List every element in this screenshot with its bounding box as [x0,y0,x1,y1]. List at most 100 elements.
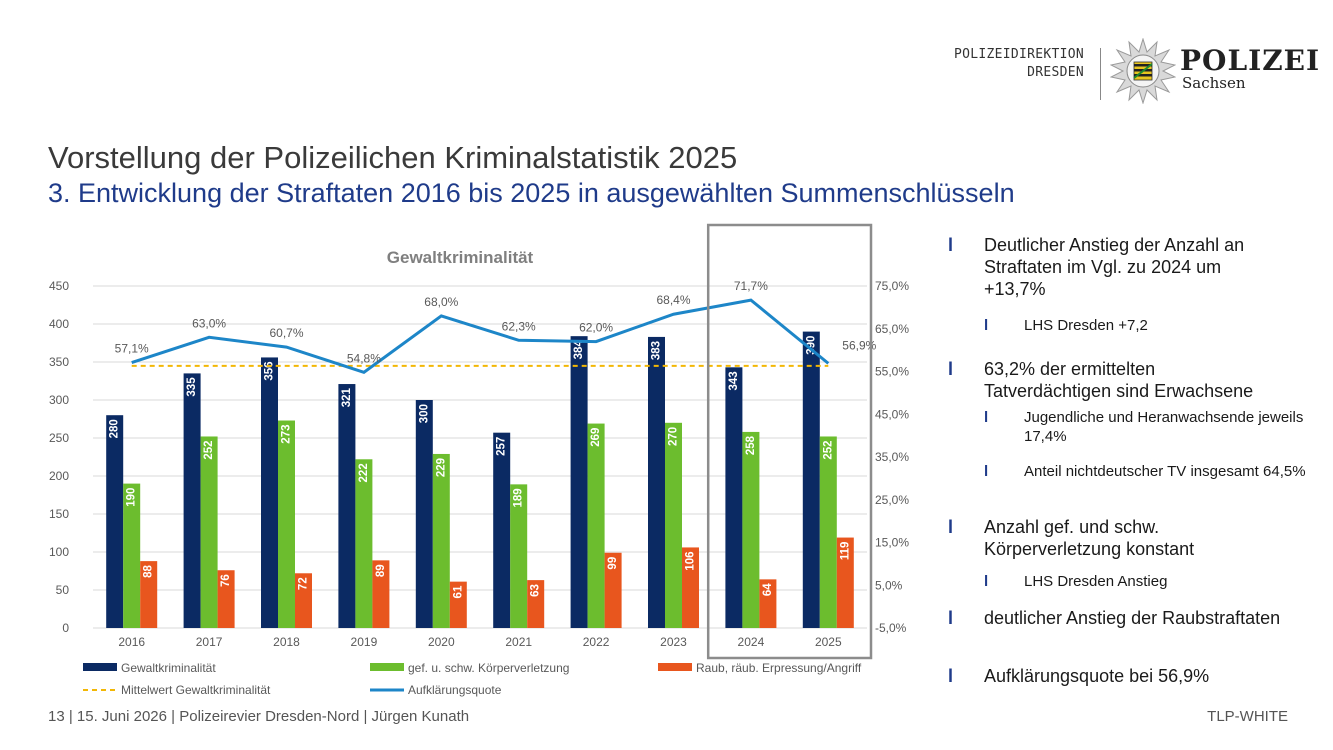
rate-data-label: 62,0% [579,321,613,335]
x-tick-label: 2025 [815,635,842,649]
bar [106,415,124,628]
x-tick-label: 2018 [273,635,300,649]
y-left-tick-label: 0 [62,621,69,635]
bar [587,423,605,628]
bar-data-label: 89 [375,564,387,577]
x-tick-label: 2020 [428,635,455,649]
bar [836,537,854,628]
legend-label: Raub, räub. Erpressung/Angriff [696,661,862,675]
legend-swatch [658,663,692,671]
org-line-2: DRESDEN [1027,65,1084,80]
bar [140,561,158,628]
y-left-tick-label: 350 [49,355,69,369]
x-tick-label: 2017 [196,635,223,649]
header-logo: POLIZEIDIREKTION DRESDEN POLIZEI Sachsen [950,38,1319,108]
bullet-item: l 63,2% der ermittelten Tatverdächtigen s… [948,358,1284,402]
bar-data-label: 280 [109,419,121,438]
bullet-text: Anteil nichtdeutscher TV insgesamt 64,5% [1024,463,1306,480]
y-left-tick-label: 200 [49,469,69,483]
bar-data-label: 106 [685,551,697,570]
y-left-tick-label: 100 [49,545,69,559]
bar [432,453,450,628]
y-left-tick-label: 50 [56,583,70,597]
rate-data-label: 54,8% [347,351,381,365]
bar-data-label: 321 [341,387,353,407]
bar-data-label: 356 [264,361,276,380]
sub-bullet-item: l LHS Dresden Anstieg [948,572,1324,591]
x-tick-label: 2021 [505,635,532,649]
y-right-tick-label: 75,0% [875,279,909,293]
bar [665,422,682,628]
brand-sub: Sachsen [1182,74,1246,92]
bullet-item: l Anzahl gef. und schw. Körperverletzung … [948,516,1284,560]
bar [493,432,511,628]
bar-data-label: 252 [203,440,215,459]
bar-data-label: 88 [143,565,155,578]
bullet-text: LHS Dresden +7,2 [1024,317,1148,334]
legend-swatch [83,663,117,671]
bar-data-label: 390 [805,336,817,355]
bar-data-label: 257 [496,437,508,456]
bar-data-label: 269 [590,428,602,447]
bar [510,484,528,628]
rate-data-label: 71,7% [734,279,768,293]
bullet-text: Deutlicher Anstieg der Anzahl an Strafta… [984,235,1245,299]
bar-data-label: 343 [728,371,740,390]
legend-label: gef. u. schw. Körperverletzung [408,661,569,675]
bar-data-label: 119 [839,542,851,561]
bar-data-label: 270 [668,427,680,446]
x-tick-label: 2022 [583,635,610,649]
rate-line [131,298,830,375]
bar-data-label: 190 [126,488,138,507]
rate-data-label: 60,7% [269,326,303,340]
bar [742,431,760,628]
y-right-tick-label: -5,0% [875,621,907,635]
bar-data-label: 335 [186,377,198,397]
page-title: Vorstellung der Polizeilichen Kriminalst… [48,140,738,175]
bar [123,483,141,628]
bar-data-label: 273 [281,425,293,444]
chart-title: Gewaltkriminalität [387,248,534,267]
legend-label: Mittelwert Gewaltkriminalität [121,683,271,697]
sub-bullet-item: l Anteil nichtdeutscher TV insgesamt 64,5… [948,462,1324,481]
bullet-text: Anzahl gef. und schw. Körperverletzung k… [984,517,1195,559]
bullet-text: Jugendliche und Heranwachsende jeweils 1… [1024,409,1304,445]
bar [570,336,588,628]
y-left-tick-label: 450 [49,279,69,293]
bar [355,459,373,628]
bullet-marker: l [984,409,989,426]
sub-bullet-item: l Jugendliche und Heranwachsende jeweils … [948,408,1324,446]
legend-label: Gewaltkriminalität [121,661,216,675]
highlight-frame [706,223,873,660]
bar [819,436,837,628]
bar-data-label: 99 [607,557,619,570]
sub-bullet-item: l LHS Dresden +7,2 [948,316,1324,335]
bullet-marker: l [948,235,954,255]
bar [759,579,777,628]
bar [217,570,235,628]
x-tick-label: 2023 [660,635,687,649]
bullet-marker: l [948,359,954,379]
bar-data-label: 229 [435,458,447,477]
bullet-text: 63,2% der ermittelten Tatverdächtigen si… [984,359,1254,401]
bar [200,436,218,628]
rate-data-label: 63,0% [192,316,226,330]
rate-data-label: 56,9% [842,338,876,352]
bar-data-label: 383 [651,341,663,360]
bullet-marker: l [948,517,954,537]
bar-data-label: 72 [298,577,310,590]
bullet-marker: l [948,666,954,686]
bar-data-label: 189 [513,488,525,507]
legend-label: Aufklärungsquote [408,683,502,697]
bar-data-label: 300 [418,404,430,423]
org-line-1: POLIZEIDIREKTION [953,47,1084,62]
bar-data-label: 252 [822,440,834,459]
bullet-item: l Deutlicher Anstieg der Anzahl an Straft… [948,234,1284,300]
rate-data-label: 68,4% [656,293,690,307]
y-left-tick-label: 150 [49,507,69,521]
bullet-text: LHS Dresden Anstieg [1024,573,1168,590]
bar [648,336,665,628]
rate-data-label: 68,0% [424,295,458,309]
bar-data-label: 258 [745,435,757,455]
bar [295,573,312,628]
